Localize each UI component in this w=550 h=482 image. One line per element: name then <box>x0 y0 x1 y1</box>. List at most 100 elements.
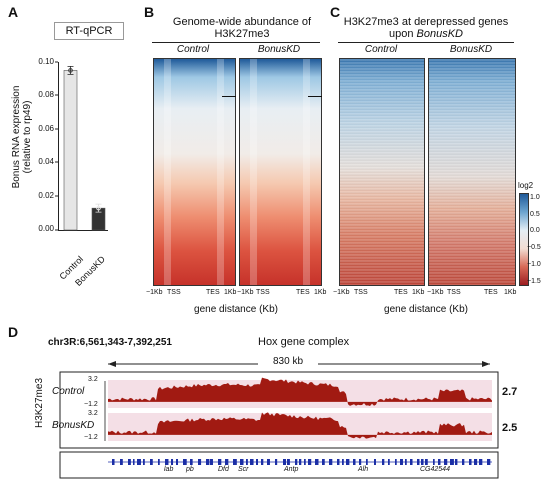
panel-b-xtick: TES <box>206 289 220 296</box>
gene-model <box>342 459 344 465</box>
panel-c-heatmap-control <box>339 58 425 286</box>
panel-b-col-control: Control <box>176 44 210 55</box>
gene-model <box>299 459 302 465</box>
colorbar <box>519 193 529 286</box>
gene-model <box>308 459 312 465</box>
panel-a-tick-label: 0.10 <box>38 57 54 66</box>
panel-label-d: D <box>8 324 19 340</box>
panel-c-xtick: 1Kb <box>412 289 425 296</box>
panel-b-xlabel: gene distance (Kb) <box>194 304 278 315</box>
gene-model <box>329 459 333 465</box>
panel-c-xtick: TSS <box>447 289 461 296</box>
colorbar-title: log2 <box>518 181 534 190</box>
colorbar-tick: 0.5 <box>530 211 540 218</box>
gene-model <box>395 459 397 465</box>
gene-model <box>256 459 259 465</box>
signal-track <box>108 377 492 407</box>
panel-d-ymin: −1.2 <box>84 434 98 441</box>
gene-model <box>275 459 278 465</box>
panel-c-xtick: TES <box>394 289 408 296</box>
panel-c-xlabel: gene distance (Kb) <box>384 304 468 315</box>
panel-a-tick-label: 0.06 <box>38 124 54 133</box>
gene-model <box>438 459 441 465</box>
panel-b-tss-stripe <box>250 59 257 285</box>
gene-model <box>233 459 237 465</box>
panel-d-ymax: 3.2 <box>88 376 98 383</box>
replicate-point <box>96 205 101 211</box>
gene-model <box>479 459 483 465</box>
panel-c-title-rule <box>338 42 514 43</box>
panel-b-marker <box>308 96 322 97</box>
colorbar-tick: 0.0 <box>530 227 540 234</box>
gene-model <box>417 459 420 465</box>
gene-label: Scr <box>238 466 249 473</box>
panel-b-xtick: TSS <box>167 289 181 296</box>
panel-d-ymax: 3.2 <box>88 410 98 417</box>
gene-model <box>112 459 115 465</box>
error-bar <box>95 203 102 213</box>
gene-model <box>246 459 248 465</box>
gene-model <box>474 459 478 465</box>
gene-model <box>400 459 403 465</box>
panel-b-title-line1: Genome-wide abundance of <box>172 16 312 28</box>
gene-model <box>225 459 229 465</box>
gene-model <box>469 459 472 465</box>
panel-c-xtick: −1Kb <box>427 289 444 296</box>
panel-b-xtick: 1Kb <box>224 289 237 296</box>
panel-a-box-title: RT-qPCR <box>54 22 124 40</box>
panel-b-xtick: −1Kb <box>146 289 163 296</box>
panel-d-track1-value: 2.7 <box>502 386 518 398</box>
gene-label: pb <box>186 466 194 473</box>
gene-model <box>198 459 202 465</box>
panel-c-title-italic: BonusKD <box>416 28 463 40</box>
panel-b-title: Genome-wide abundance of H3K27me3 <box>152 16 332 40</box>
gene-model <box>165 459 169 465</box>
gene-label: lab <box>164 466 174 473</box>
gene-model <box>405 459 407 465</box>
gene-model <box>150 459 153 465</box>
gene-model <box>346 459 350 465</box>
gene-model <box>487 459 491 465</box>
colorbar-tick: −1.5 <box>527 278 541 285</box>
panel-a-tick-label: 0.04 <box>38 157 54 166</box>
panel-c-col-kd: BonusKD <box>449 44 493 55</box>
panel-d-track1-name: Control <box>52 386 85 397</box>
gene-model <box>382 459 385 465</box>
gene-model <box>210 459 213 465</box>
gene-model <box>250 459 254 465</box>
panel-c-col-control: Control <box>364 44 398 55</box>
gene-model <box>120 459 123 465</box>
gene-model <box>366 459 368 465</box>
gene-model <box>410 459 413 465</box>
gene-model <box>137 459 141 465</box>
panel-c-title-prefix: upon <box>388 28 417 40</box>
panel-a-y-axis <box>58 62 59 230</box>
panel-c-title: H3K27me3 at derepressed genes upon Bonus… <box>336 16 516 40</box>
gene-model <box>183 459 187 465</box>
panel-b-xtick: TSS <box>256 289 270 296</box>
panel-b-xtick: 1Kb <box>314 289 327 296</box>
panel-label-b: B <box>144 4 155 20</box>
gene-model <box>388 459 390 465</box>
gene-model <box>374 459 376 465</box>
gene-model <box>158 459 160 465</box>
gene-model <box>462 459 465 465</box>
gene-model <box>128 459 131 465</box>
panel-c-title-line1: H3K27me3 at derepressed genes <box>343 16 509 28</box>
panel-d-ylabel: H3K27me3 <box>34 377 45 429</box>
panel-b-tes-stripe <box>217 59 224 285</box>
colorbar-tick: −0.5 <box>527 244 541 251</box>
replicate-point <box>68 68 73 73</box>
gene-model <box>455 459 458 465</box>
gene-model <box>444 459 448 465</box>
panel-b-tss-stripe <box>164 59 171 285</box>
panel-a-x-axis <box>58 230 108 231</box>
gene-model <box>359 459 362 465</box>
panel-a-tick-label: 0.02 <box>38 191 54 200</box>
panel-d-track2-name: BonusKD <box>52 420 95 431</box>
panel-label-a: A <box>8 4 19 20</box>
gene-model <box>433 459 435 465</box>
gene-model <box>176 459 179 465</box>
